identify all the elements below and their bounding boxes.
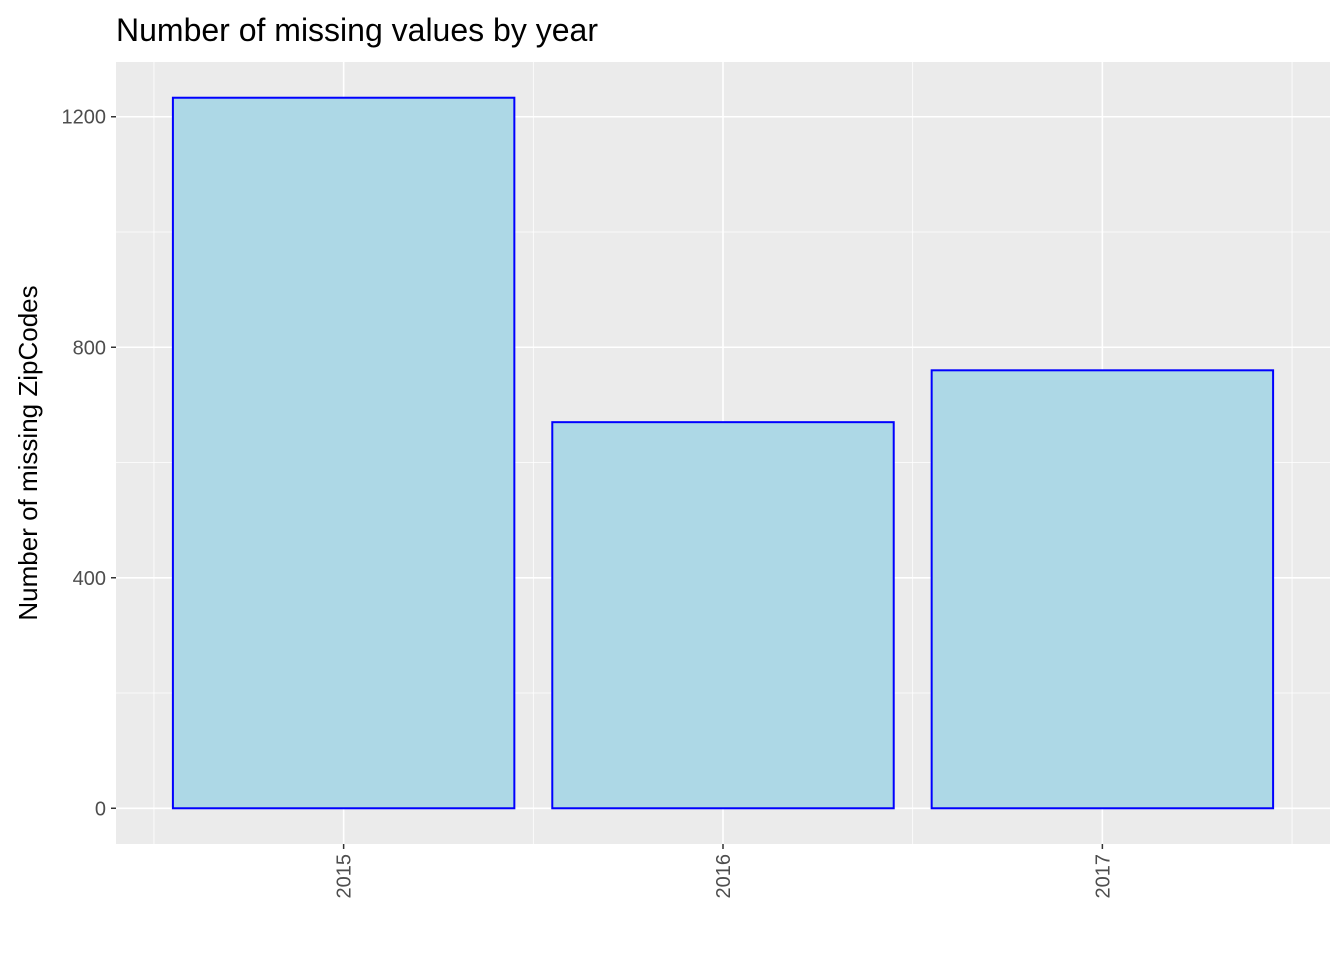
y-tick-label: 0 <box>95 798 106 820</box>
chart-title: Number of missing values by year <box>116 12 598 48</box>
bar-2016 <box>551 421 895 810</box>
x-axis: 2015 2016 2017 <box>334 844 1114 899</box>
bar-2017 <box>930 369 1275 810</box>
x-tick-label-2016: 2016 <box>713 854 735 899</box>
x-tick-label-2015: 2015 <box>334 854 356 899</box>
y-axis-title: Number of missing ZipCodes <box>13 285 43 620</box>
bar-2015 <box>171 96 516 810</box>
y-tick-label: 400 <box>73 568 106 590</box>
bars <box>171 96 1275 810</box>
x-tick-label-2017: 2017 <box>1092 854 1114 899</box>
y-tick-label: 1200 <box>62 107 107 129</box>
y-axis: 0 400 800 1200 <box>62 107 116 820</box>
y-tick-label: 800 <box>73 337 106 359</box>
